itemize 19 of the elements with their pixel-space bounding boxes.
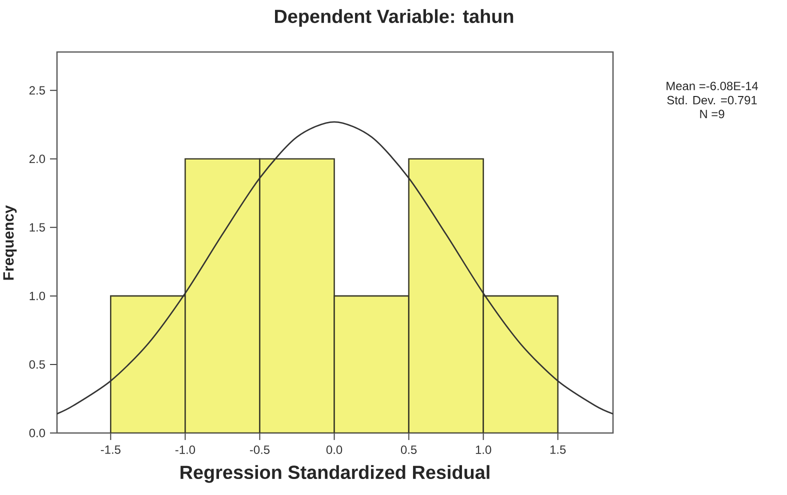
x-tick-label: 0.0 [326,446,342,454]
x-tick-label: 1.5 [550,446,566,454]
text: Mean =-6.08E-14 [666,82,758,90]
chart-title: Dependent Variable: tahun [275,9,514,27]
y-tick-label: 1.5 [30,223,45,232]
x-tick-label: -1.5 [100,446,120,454]
x-tick-label: -1.0 [175,446,196,454]
y-axis-title: Frequency [3,205,17,280]
text: N =9 [700,110,724,118]
y-tick-label: 1.0 [30,292,46,300]
y-tick-label: 0.5 [29,360,45,369]
x-tick-label: 0.5 [400,446,417,454]
y-tick-label: 2.0 [29,154,46,164]
y-tick-label: 0.0 [29,428,46,438]
x-tick-label: -0.5 [250,446,270,454]
y-tick-label: 2.5 [29,86,45,95]
x-tick-label: 1.0 [476,446,492,454]
text: Std. Dev. =0.791 [667,96,757,104]
x-axis-title: Regression Standardized Residual [180,465,490,483]
